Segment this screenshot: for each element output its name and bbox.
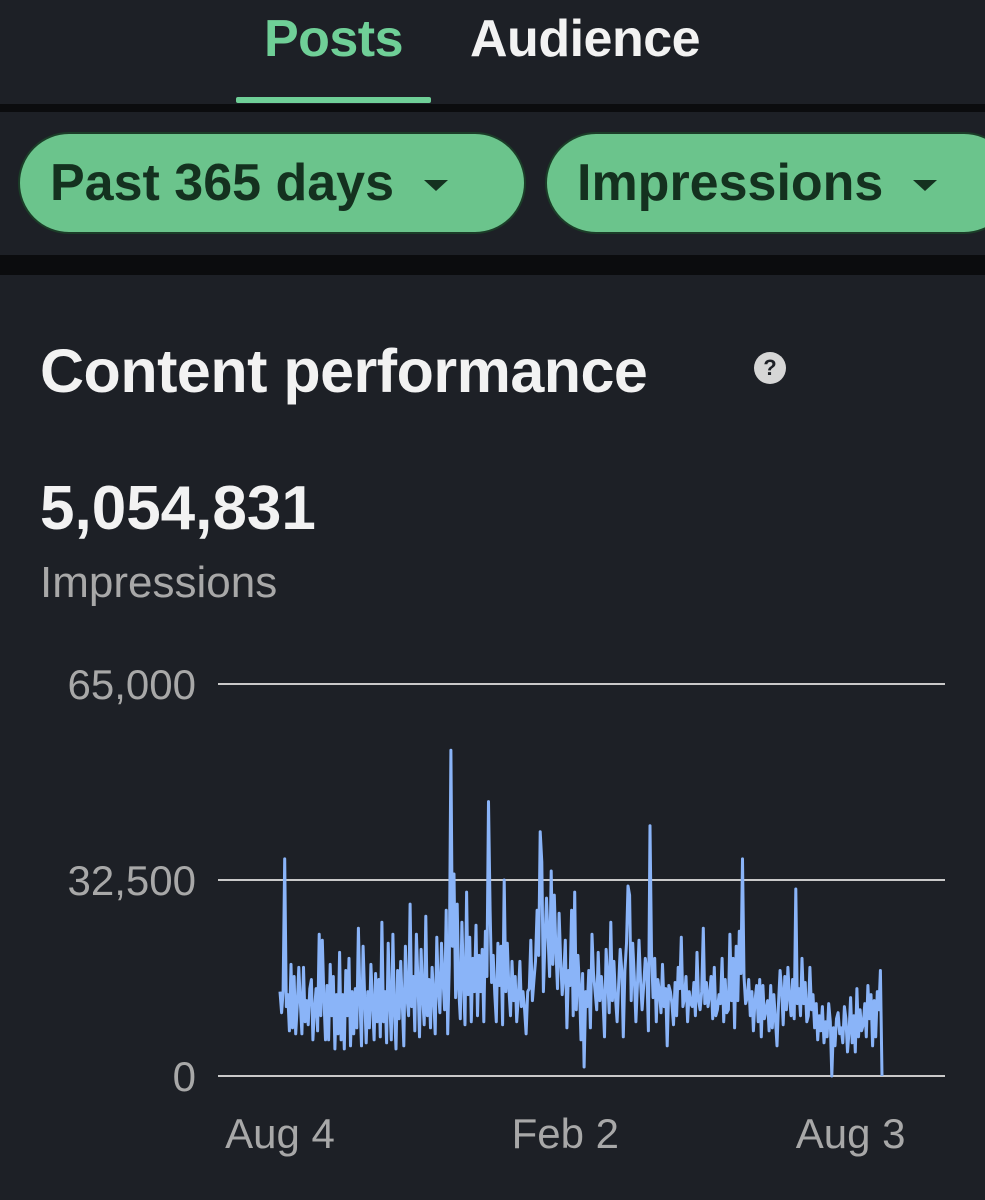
tab-audience[interactable]: Audience (470, 10, 701, 68)
filters-divider (0, 255, 985, 275)
filter-bar: Past 365 days Impressions (0, 112, 985, 255)
date-range-label: Past 365 days (50, 154, 395, 212)
metric-dropdown[interactable]: Impressions (545, 132, 985, 234)
panel-title: Content performance (40, 337, 648, 405)
y-tick-label: 32,500 (68, 857, 196, 904)
caret-down-icon (913, 179, 938, 191)
active-tab-indicator (236, 97, 431, 103)
x-tick-label: Aug 3 (796, 1110, 906, 1157)
y-tick-label: 0 (173, 1053, 196, 1100)
tab-bar: Posts Audience (0, 0, 985, 105)
impressions-line-chart: 0 32,500 65,000 Aug 4 Feb 2 Aug 3 (68, 661, 945, 1157)
total-impressions-value: 5,054,831 (40, 474, 316, 543)
content-performance-panel (0, 275, 985, 1200)
date-range-dropdown[interactable]: Past 365 days (18, 132, 526, 234)
caret-down-icon (424, 179, 449, 191)
x-tick-label: Feb 2 (512, 1110, 619, 1157)
metric-label: Impressions (577, 154, 884, 212)
total-impressions-label: Impressions (40, 558, 278, 607)
y-tick-label: 65,000 (68, 661, 196, 708)
tabs-divider (0, 104, 985, 112)
series-line-impressions (278, 748, 884, 1078)
x-tick-label: Aug 4 (225, 1110, 335, 1157)
tab-posts[interactable]: Posts (263, 10, 404, 68)
help-icon[interactable]: ? (754, 352, 786, 384)
